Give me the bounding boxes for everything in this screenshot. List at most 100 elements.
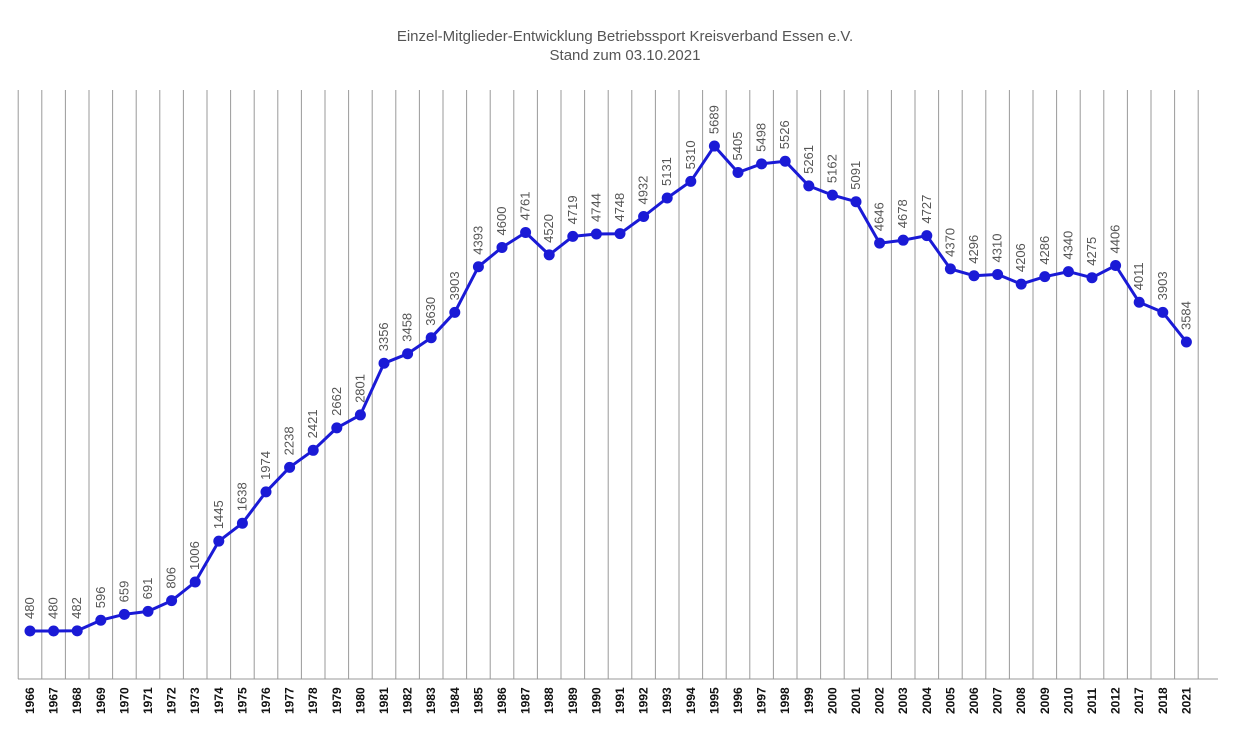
data-point (378, 357, 390, 369)
data-point (284, 461, 296, 473)
x-tick-label: 2021 (1179, 687, 1193, 714)
data-point (142, 605, 154, 617)
x-tick-label: 1979 (330, 687, 344, 714)
data-point (496, 241, 508, 253)
data-label: 3903 (447, 271, 462, 300)
data-point (402, 348, 414, 360)
data-label: 4296 (966, 235, 981, 264)
data-label: 3356 (376, 322, 391, 351)
data-label: 4406 (1108, 225, 1123, 254)
x-tick-label: 2007 (991, 687, 1005, 714)
data-label: 5091 (848, 161, 863, 190)
data-label: 2801 (352, 374, 367, 403)
data-label: 4748 (612, 193, 627, 222)
data-point (331, 422, 343, 434)
data-point (826, 189, 838, 201)
x-tick-label: 1990 (589, 687, 603, 714)
data-point (1110, 260, 1122, 272)
x-tick-label: 2011 (1085, 688, 1099, 714)
x-tick-label: 2004 (920, 687, 934, 714)
data-point (590, 228, 602, 240)
x-tick-label: 1996 (731, 687, 745, 714)
x-tick-label: 1977 (283, 687, 297, 714)
data-label: 1638 (234, 482, 249, 511)
data-label: 3903 (1155, 271, 1170, 300)
data-label: 659 (116, 581, 131, 603)
x-tick-label: 1998 (778, 687, 792, 714)
x-tick-label: 1986 (495, 687, 509, 714)
data-label: 1445 (211, 500, 226, 529)
data-label: 4520 (541, 214, 556, 243)
x-tick-label: 2005 (943, 687, 957, 714)
chart-subtitle: Stand zum 03.10.2021 (549, 47, 701, 64)
x-tick-label: 1981 (377, 687, 391, 714)
data-point (543, 249, 555, 261)
x-tick-label: 1985 (471, 687, 485, 714)
gridlines (17, 90, 1199, 679)
data-label: 4393 (470, 226, 485, 255)
x-tick-label: 1991 (613, 687, 627, 714)
data-label: 480 (46, 597, 61, 619)
data-point (95, 614, 107, 626)
data-labels: 480 480 482 596 659 691 806 1006 1445 1638 1974 223… (22, 105, 1193, 619)
x-tick-label: 2000 (825, 687, 839, 714)
data-point (1062, 266, 1074, 278)
data-point (307, 444, 319, 456)
data-point (897, 234, 909, 246)
data-point (1133, 296, 1145, 308)
x-tick-label: 2006 (967, 687, 981, 714)
x-tick-label: 1973 (188, 687, 202, 714)
data-point (614, 228, 626, 240)
data-point (567, 230, 579, 242)
data-point (732, 166, 744, 178)
chart-title-block: Einzel-Mitglieder-Entwicklung Betriebssp… (0, 27, 1250, 65)
data-label: 2238 (282, 426, 297, 455)
data-label: 1006 (187, 541, 202, 570)
data-point (803, 180, 815, 192)
x-tick-label: 1993 (660, 687, 674, 714)
x-tick-label: 1982 (401, 687, 415, 714)
x-tick-label: 1974 (212, 687, 226, 714)
x-tick-label: 1971 (141, 687, 155, 714)
data-label: 482 (69, 597, 84, 619)
x-tick-label: 1988 (542, 687, 556, 714)
data-label: 5526 (777, 120, 792, 149)
data-point (756, 158, 768, 170)
x-tick-labels: 1966 1967 1968 1969 1970 1971 1972 1973 1974 1975… (23, 687, 1193, 714)
data-label: 4011 (1131, 262, 1146, 290)
data-label: 5310 (683, 140, 698, 169)
x-tick-label: 2010 (1061, 687, 1075, 714)
x-tick-label: 2001 (849, 687, 863, 714)
data-label: 5689 (706, 105, 721, 134)
data-point (638, 211, 650, 223)
x-tick-label: 2008 (1014, 687, 1028, 714)
x-tick-label: 2017 (1132, 687, 1146, 714)
x-tick-label: 1966 (23, 687, 37, 714)
data-point (708, 140, 720, 152)
x-tick-label: 2018 (1156, 687, 1170, 714)
data-point (520, 226, 532, 238)
data-label: 5162 (824, 154, 839, 183)
data-label: 480 (22, 597, 37, 619)
data-point (992, 268, 1004, 280)
data-label: 2662 (329, 387, 344, 416)
data-point (472, 261, 484, 273)
x-tick-label: 1992 (637, 687, 651, 714)
data-point (944, 263, 956, 275)
data-point (260, 486, 272, 498)
data-label: 4678 (895, 199, 910, 228)
data-label: 5131 (659, 157, 674, 186)
x-tick-label: 1999 (802, 687, 816, 714)
data-label: 3584 (1178, 301, 1193, 330)
x-tick-label: 1989 (566, 687, 580, 714)
x-tick-label: 1987 (519, 687, 533, 714)
data-label: 4600 (494, 207, 509, 236)
x-tick-label: 2002 (873, 687, 887, 714)
data-label: 4719 (565, 195, 580, 224)
x-tick-label: 1997 (755, 687, 769, 714)
x-tick-label: 1972 (165, 687, 179, 714)
data-label: 3458 (400, 313, 415, 342)
data-point (1015, 278, 1027, 290)
data-label: 4206 (1013, 243, 1028, 272)
